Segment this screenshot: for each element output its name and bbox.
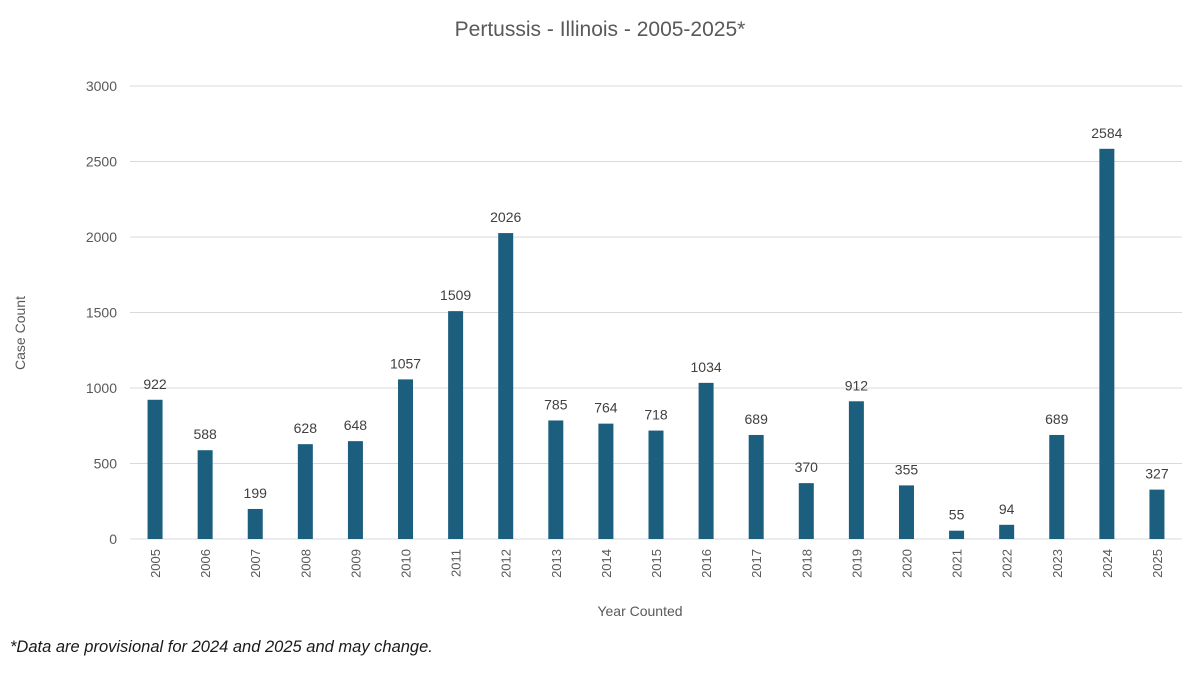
data-label: 689 (745, 411, 769, 427)
y-axis-ticks: 0 500 1000 1500 2000 2500 3000 (86, 78, 117, 547)
data-label: 628 (294, 420, 318, 436)
x-tick-label: 2012 (499, 549, 514, 578)
data-label: 785 (544, 396, 568, 412)
data-label: 764 (594, 400, 618, 416)
bar (898, 485, 914, 539)
data-label: 2584 (1091, 125, 1122, 141)
x-tick-label: 2007 (248, 549, 263, 578)
bar (297, 444, 313, 539)
footnote: *Data are provisional for 2024 and 2025 … (10, 638, 433, 656)
y-axis-label: Case Count (12, 296, 28, 370)
x-tick-label: 2023 (1050, 549, 1065, 578)
data-label: 912 (845, 377, 869, 393)
x-tick-label: 2017 (749, 549, 764, 578)
x-tick-label: 2015 (649, 549, 664, 578)
x-tick-label: 2019 (849, 549, 864, 578)
x-tick-label: 2008 (298, 549, 313, 578)
x-tick-label: 2018 (799, 549, 814, 578)
data-label: 1057 (390, 355, 421, 371)
bar (848, 401, 864, 539)
data-label: 94 (999, 501, 1015, 517)
x-axis-ticks: 2005 2006 2007 2008 2009 2010 2011 2012 2013 2014… (148, 549, 1165, 578)
bar (398, 379, 414, 539)
bar (247, 508, 263, 539)
x-axis-label: Year Counted (597, 603, 682, 619)
x-tick-label: 2022 (1000, 549, 1015, 578)
data-label: 55 (949, 507, 965, 523)
data-label: 718 (644, 407, 668, 423)
data-label: 2026 (490, 209, 521, 225)
x-tick-label: 2010 (399, 549, 414, 578)
x-tick-label: 2021 (950, 549, 965, 578)
bar (748, 434, 764, 539)
y-tick-label: 2500 (86, 154, 117, 170)
data-label: 922 (143, 376, 167, 392)
data-label: 355 (895, 461, 919, 477)
bar (999, 524, 1015, 539)
data-labels: 922 588 199 628 648 1057 1509 2026 785 764 718 1034… (143, 125, 1168, 523)
bar (949, 530, 965, 539)
y-tick-label: 3000 (86, 78, 117, 94)
bar (1049, 434, 1065, 539)
y-tick-label: 1000 (86, 380, 117, 396)
data-label: 588 (193, 426, 217, 442)
x-tick-label: 2020 (899, 549, 914, 578)
bar (598, 423, 614, 539)
bars (147, 148, 1165, 540)
bar (648, 430, 664, 539)
chart-title: Pertussis - Illinois - 2005-2025* (455, 18, 746, 41)
bar (498, 233, 514, 539)
chart-area: Pertussis - Illinois - 2005-2025* 0 500 10… (12, 18, 1182, 619)
data-label: 648 (344, 417, 368, 433)
x-tick-label: 2024 (1100, 549, 1115, 578)
x-tick-label: 2016 (699, 549, 714, 578)
bar (798, 483, 814, 539)
x-tick-label: 2009 (348, 549, 363, 578)
bar (347, 441, 363, 539)
x-tick-label: 2025 (1150, 549, 1165, 578)
x-tick-label: 2011 (449, 549, 464, 577)
x-tick-label: 2013 (549, 549, 564, 578)
y-tick-label: 1500 (86, 305, 117, 321)
y-tick-label: 0 (109, 531, 117, 547)
data-label: 689 (1045, 411, 1069, 427)
data-label: 327 (1145, 466, 1169, 482)
y-tick-label: 500 (94, 456, 118, 472)
bar (698, 382, 714, 539)
data-label: 1509 (440, 287, 471, 303)
x-tick-label: 2006 (198, 549, 213, 578)
data-label: 199 (244, 485, 268, 501)
bar (448, 311, 464, 539)
bar (1149, 489, 1165, 539)
bar (1099, 148, 1115, 540)
x-tick-label: 2005 (148, 549, 163, 578)
bar (548, 420, 564, 539)
bar (147, 399, 163, 539)
data-label: 370 (795, 459, 819, 475)
y-tick-label: 2000 (86, 229, 117, 245)
data-label: 1034 (691, 359, 722, 375)
x-tick-label: 2014 (599, 549, 614, 578)
bar (197, 450, 213, 539)
